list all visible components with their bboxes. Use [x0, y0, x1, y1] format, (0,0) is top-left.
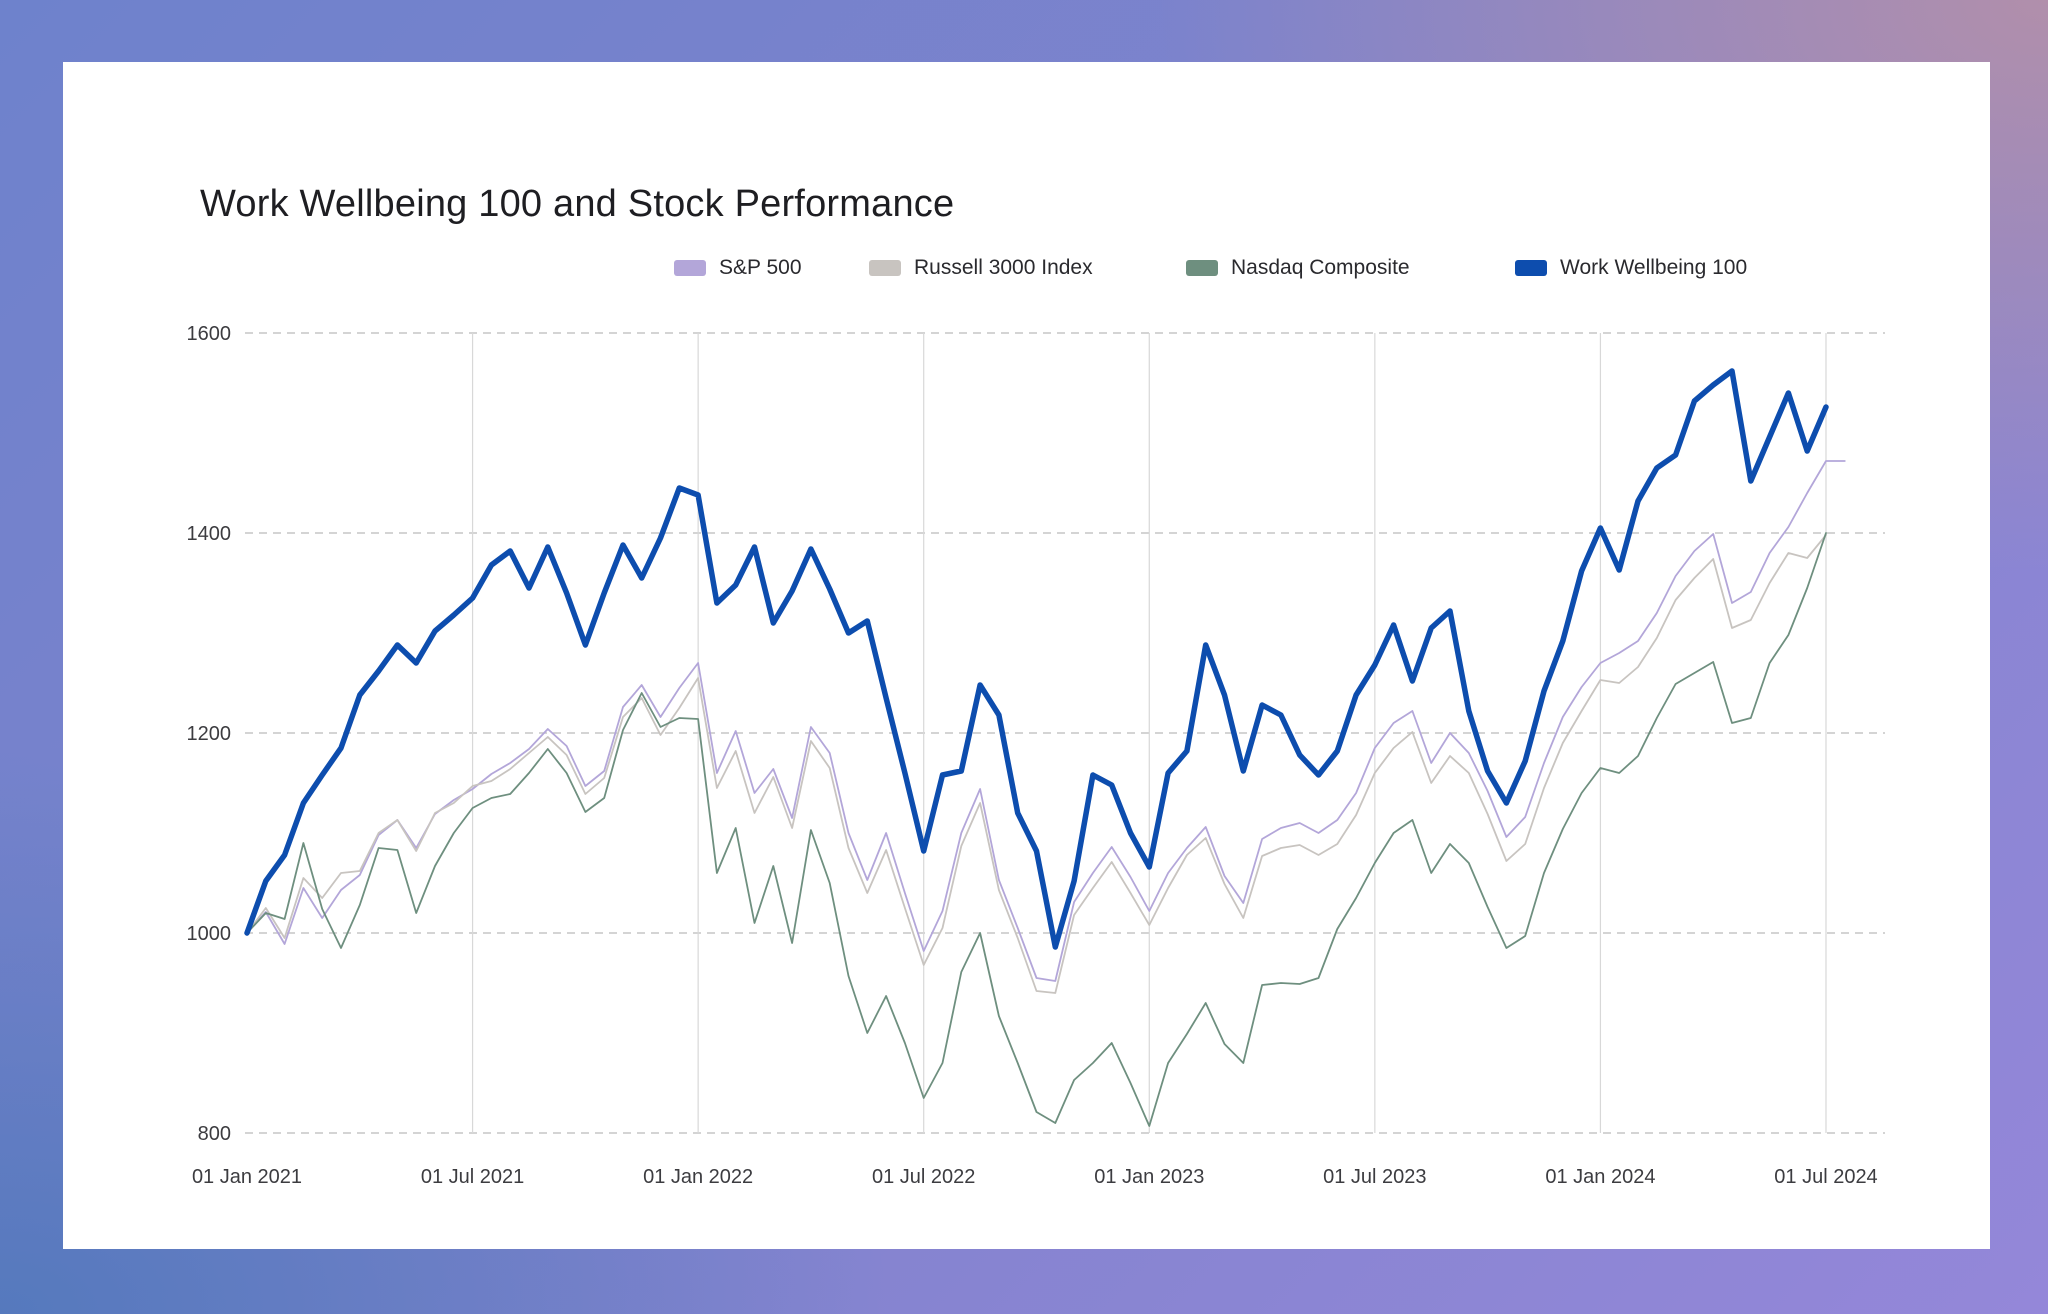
legend-item-sp500[interactable]: S&P 500	[674, 256, 802, 280]
series-line-work-wellbeing-100[interactable]	[244, 368, 1829, 950]
y-tick-label: 1200	[187, 723, 232, 745]
y-tick-label: 800	[198, 1123, 231, 1145]
chart-title: Work Wellbeing 100 and Stock Performance	[200, 183, 955, 225]
vertical-gridlines	[471, 333, 1827, 1133]
x-tick-label: 01 Jan 2024	[1545, 1166, 1655, 1188]
chart-card: Work Wellbeing 100 and Stock Performance…	[63, 62, 1990, 1249]
y-tick-label: 1000	[187, 923, 232, 945]
x-axis-labels: 01 Jan 2021 01 Jul 2021 01 Jan 2022 01 Jul …	[192, 1166, 1878, 1188]
x-tick-label: 01 Jan 2023	[1094, 1166, 1204, 1188]
x-tick-label: 01 Jul 2021	[421, 1166, 524, 1188]
legend-item-work-wellbeing-100[interactable]: Work Wellbeing 100	[1515, 256, 1747, 280]
legend-swatch-work-wellbeing-100	[1515, 260, 1547, 276]
y-tick-label: 1600	[187, 323, 232, 345]
legend-label-nasdaq: Nasdaq Composite	[1231, 256, 1410, 279]
series-lines	[244, 368, 1846, 1127]
horizontal-gridlines	[245, 332, 1885, 1134]
series-line-s-p-500[interactable]	[246, 460, 1846, 982]
line-chart[interactable]: 1600 1400 1200 1000 800 01 Jan 2021 01 Jul 20…	[63, 62, 1990, 1249]
x-tick-label: 01 Jan 2022	[643, 1166, 753, 1188]
x-tick-label: 01 Jul 2023	[1323, 1166, 1426, 1188]
legend-item-russell3000[interactable]: Russell 3000 Index	[869, 256, 1093, 280]
series-line-nasdaq-composite[interactable]	[246, 532, 1827, 1127]
legend-label-russell3000: Russell 3000 Index	[914, 256, 1093, 279]
legend-label-work-wellbeing-100: Work Wellbeing 100	[1560, 256, 1748, 279]
legend-swatch-nasdaq	[1186, 260, 1218, 276]
legend-swatch-sp500	[674, 260, 706, 276]
legend-item-nasdaq[interactable]: Nasdaq Composite	[1186, 256, 1410, 280]
y-tick-label: 1400	[187, 523, 232, 545]
legend-label-sp500: S&P 500	[719, 256, 802, 279]
y-axis-labels: 1600 1400 1200 1000 800	[187, 323, 232, 1145]
x-tick-label: 01 Jan 2021	[192, 1166, 302, 1188]
legend-swatch-russell3000	[869, 260, 901, 276]
x-tick-label: 01 Jul 2022	[872, 1166, 975, 1188]
series-line-russell-3000-index[interactable]	[246, 534, 1827, 994]
x-tick-label: 01 Jul 2024	[1774, 1166, 1877, 1188]
